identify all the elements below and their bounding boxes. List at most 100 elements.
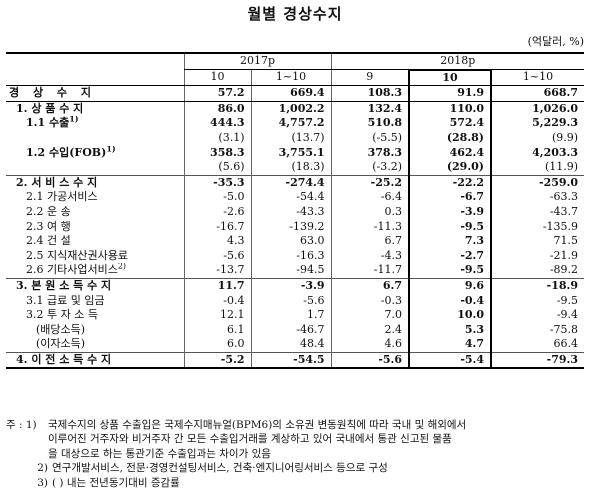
footnote-text: 연구개발서비스, 전문·경영컨설팅서비스, 건축·엔지니어링서비스 등으로 구성 [52, 462, 388, 475]
table-row: 2.3 여 행 -16.7 -139.2 -11.3 -9.5 -135.9 [6, 219, 584, 235]
row-value: -9.5 [408, 263, 493, 279]
row-label: 1.2 수입(FOB)1) [26, 145, 116, 159]
header-col: 1~10 [491, 69, 585, 87]
row-value: -5.6 [183, 248, 251, 264]
table-row: (5.6) (18.3) (-3.2) (29.0) (11.9) [6, 160, 584, 176]
row-label: 4. 이 전 소 득 수 지 [6, 351, 184, 370]
row-label: (배당소득) [36, 322, 86, 336]
table-row: 2.1 가공서비스 -5.0 -54.4 -6.4 -6.7 -63.3 [6, 190, 584, 205]
row-label: 1.1 수출1) [26, 116, 79, 130]
row-label: 경 상 수 지 [6, 85, 184, 102]
row-value: 48.4 [250, 337, 332, 353]
unit-label: (억달러, %) [527, 35, 584, 48]
row-value: -4.3 [330, 248, 410, 264]
row-value: -54.4 [250, 190, 332, 205]
row-value: (5.6) [183, 160, 251, 176]
row-value: 6.7 [330, 234, 410, 249]
page-title: 월별 경상수지 [247, 5, 343, 23]
row-value: -5.0 [183, 190, 251, 205]
row-value: -9.5 [408, 219, 493, 235]
row-value: 132.4 [330, 101, 410, 117]
row-value: 572.4 [408, 116, 493, 131]
row-label: 2.5 지식재산권사용료 [26, 248, 128, 262]
row-value: 4,757.2 [250, 116, 332, 131]
row-value: -6.4 [330, 190, 410, 205]
row-value: (-3.2) [330, 160, 410, 176]
footnote-text: 이루어진 거주자와 비거주자 간 모든 수출입거래를 계상하고 있어 국내에서 … [48, 433, 452, 446]
row-value: 6.7 [330, 277, 410, 294]
header-year-2017: 2017p [183, 52, 332, 71]
row-value: -75.8 [549, 322, 579, 336]
row-value: (3.1) [183, 130, 251, 146]
footnote-text: 국제수지의 상품 수출입은 국제수지매뉴얼(BPM6)의 소유권 변동원칙에 따… [48, 419, 467, 431]
row-value: -139.2 [250, 219, 332, 235]
row-label: 2.6 기타사업서비스2) [26, 263, 127, 277]
header-col: 10 [183, 69, 251, 87]
header-col: 9 [330, 69, 410, 87]
row-value: 63.0 [250, 234, 332, 249]
table-row: 3. 본 원 소 득 수 지 11.7 -3.9 6.7 9.6 -18.9 [6, 277, 585, 294]
footnote: 3) ( ) 내는 전년동기대비 증감률 [6, 476, 586, 490]
row-value: 444.3 [183, 116, 251, 131]
row-value: -54.5 [250, 351, 332, 370]
row-value: 1,026.0 [532, 101, 579, 115]
header-year-2018: 2018p [330, 52, 585, 71]
footnote-key [6, 432, 48, 446]
row-value: -3.9 [250, 277, 332, 294]
row-label: 2. 서 비 스 수 지 [6, 174, 184, 191]
row-value: 0.3 [330, 204, 410, 220]
row-value: 57.2 [183, 85, 251, 102]
footnote-key: 3) [37, 476, 48, 489]
footnote: 이루어진 거주자와 비거주자 간 모든 수출입거래를 계상하고 있어 국내에서 … [6, 432, 586, 446]
row-value: 4.3 [183, 234, 251, 249]
row-value: 4,203.3 [532, 145, 579, 159]
row-value: -259.0 [491, 174, 585, 191]
row-value: -5.6 [250, 293, 332, 309]
row-value: 669.4 [250, 85, 332, 102]
row-label: 1. 상 품 수 지 [16, 101, 84, 115]
row-label: 2.1 가공서비스 [26, 190, 98, 204]
row-label: 3. 본 원 소 득 수 지 [6, 277, 184, 294]
row-value: 462.4 [408, 145, 493, 161]
row-value: 6.0 [183, 337, 251, 353]
footnote-key: 2) [37, 462, 48, 475]
row-value: -63.3 [549, 190, 579, 204]
header-blank-2 [6, 69, 184, 87]
row-value: -2.6 [183, 204, 251, 220]
row-value: -25.2 [330, 174, 410, 191]
row-value: -16.3 [250, 248, 332, 264]
footnote-key: 주 : 1) [6, 419, 37, 431]
row-value: -274.4 [250, 174, 332, 191]
row-value: -2.7 [408, 248, 493, 264]
row-value: 358.3 [183, 145, 251, 161]
row-value: -0.4 [183, 293, 251, 309]
header-col: 1~10 [250, 69, 332, 87]
table-row: 2.2 운 송 -2.6 -43.3 0.3 -3.9 -43.7 [6, 204, 584, 220]
table-row: 2.5 지식재산권사용료 -5.6 -16.3 -4.3 -2.7 -21.9 [6, 248, 584, 264]
current-account-table: 2017p 2018p 10 1~10 9 10 1~10 경 상 수 지 57… [6, 52, 585, 370]
row-value: 86.0 [183, 101, 251, 117]
row-value: -5.2 [183, 351, 251, 370]
row-value: 12.1 [183, 308, 251, 323]
table-row: 1.2 수입(FOB)1) 358.3 3,755.1 378.3 462.4 … [6, 145, 584, 161]
table-row: 2.4 건 설 4.3 63.0 6.7 7.3 71.5 [6, 234, 584, 249]
row-value: 71.5 [553, 234, 579, 248]
row-value: -11.7 [330, 263, 410, 279]
row-value: -21.9 [549, 248, 579, 262]
table-row: (3.1) (13.7) (-5.5) (28.8) (9.9) [6, 130, 584, 146]
row-value: 1.7 [250, 308, 332, 323]
row-value: 1,002.2 [250, 101, 332, 117]
footnote: 주 : 1) 국제수지의 상품 수출입은 국제수지매뉴얼(BPM6)의 소유권 … [6, 418, 586, 432]
row-value: (28.8) [408, 130, 493, 146]
row-value: (9.9) [551, 130, 579, 144]
row-label: 3.2 투 자 소 득 [26, 308, 98, 322]
row-value: (18.3) [250, 160, 332, 176]
row-value: -43.7 [549, 204, 579, 218]
row-label [6, 160, 184, 175]
header-col: 10 [408, 68, 493, 87]
header-blank [6, 52, 184, 70]
row-value: -43.3 [250, 204, 332, 220]
table-row: 4. 이 전 소 득 수 지 -5.2 -54.5 -5.6 -5.4 -79.… [6, 351, 585, 370]
row-label: 3.1 급료 및 임금 [26, 293, 105, 307]
row-value: -46.7 [250, 322, 332, 338]
